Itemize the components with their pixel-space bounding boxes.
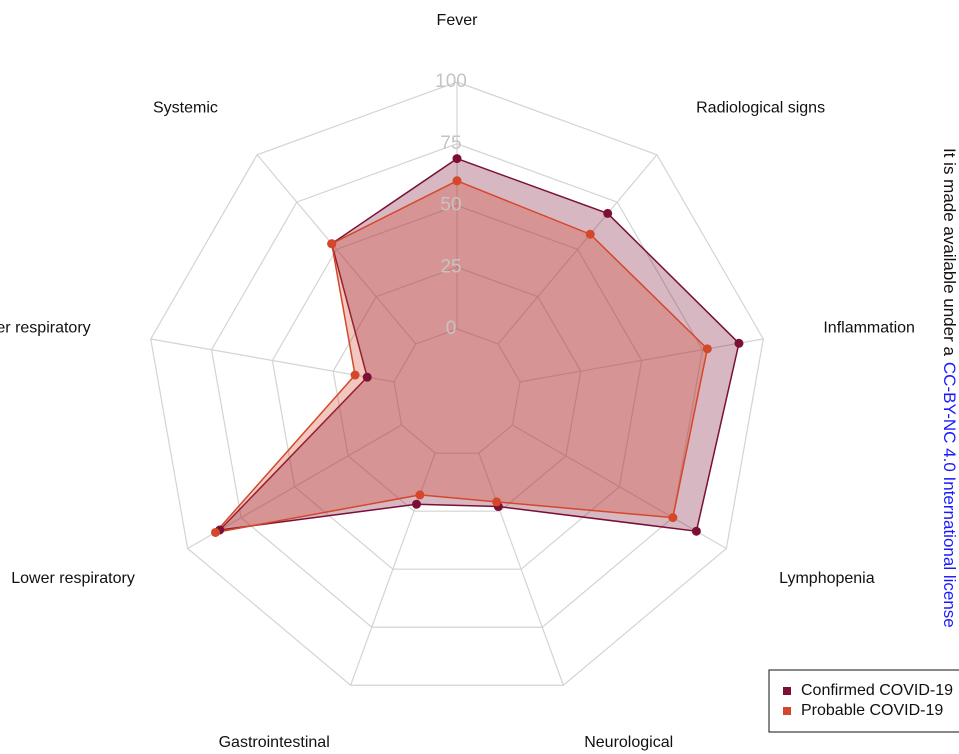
radial-line [497,154,658,345]
series-area [213,179,709,534]
point [362,372,372,382]
grid-ring [393,328,521,454]
note-text: It is made available under a [940,148,959,356]
point [327,239,337,249]
point [603,208,613,218]
side-note: It is made available under a CC-BY-NC 4.0… [940,148,959,628]
grid-ring [150,81,764,686]
axis-label: Neurological [584,734,673,751]
legend-label: Confirmed COVID-19 [801,682,953,699]
axis-label: Lymphopenia [779,570,875,587]
radial-line [256,154,417,345]
point [350,370,360,380]
point [452,176,462,186]
axis-label: Upper respiratory [0,320,91,337]
point [210,527,220,537]
grid-ring [271,204,643,570]
legend-box [768,669,959,733]
radial-line [512,424,727,550]
point [702,344,712,354]
axis-label: Gastrointestinal [219,734,330,751]
point [415,490,425,500]
grid-ring [210,143,704,628]
axis-label: Radiological signs [696,99,825,116]
legend-swatch [783,707,791,715]
radial-line [519,338,764,383]
axis-label: Lower respiratory [11,570,135,587]
r-tick-label: 100 [435,71,467,92]
r-tick-label: 25 [440,256,461,277]
axis-label: Systemic [153,99,218,116]
point [412,499,422,509]
point [691,526,701,536]
axis-label: Inflammation [823,320,915,337]
point [452,154,462,164]
point [492,497,502,507]
radial-line [478,452,564,686]
axis-label: Fever [437,12,479,29]
point [734,338,744,348]
r-tick-label: 75 [440,133,461,154]
license-link[interactable]: CC-BY-NC 4.0 International license [940,362,959,628]
r-tick-label: 0 [446,318,457,339]
point [668,513,678,523]
legend-label: Probable COVID-19 [801,702,943,719]
legend: Confirmed COVID-19 Probable COVID-19 [768,669,959,733]
legend-swatch [783,687,791,695]
point [585,229,595,239]
r-tick-label: 50 [440,195,461,216]
grid-ring [332,266,582,512]
